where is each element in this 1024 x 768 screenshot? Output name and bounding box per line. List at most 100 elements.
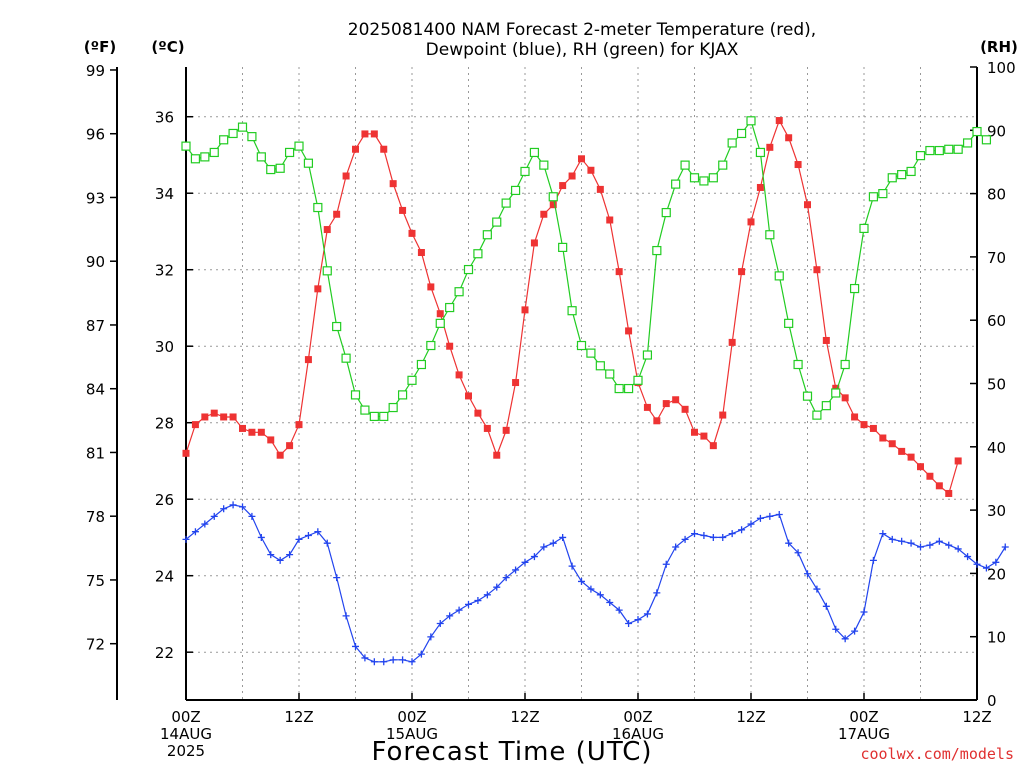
rh-point [294,141,304,151]
rh-point [859,223,869,234]
celsius-tick-label: 34 [155,185,174,203]
temperature-point [521,306,529,314]
temperature-point [672,396,680,404]
dewpoint-point [521,558,529,566]
data-series [181,116,1009,666]
rh-point [539,160,549,170]
rh-point [576,340,587,351]
dewpoint-point [361,654,369,662]
rh-point [633,375,643,385]
rh-point [727,138,737,148]
temperature-point [465,392,472,400]
temperature-point [869,424,877,432]
rh-tick-label: 100 [987,59,1016,77]
dewpoint-point [304,532,312,540]
x-tick-label: 12Z [736,708,765,726]
rh-point [397,390,408,400]
dewpoint-point [587,585,595,593]
dewpoint-point [719,533,727,541]
temperature-point [568,172,576,180]
temperature-point [191,421,199,429]
series-dewpoint [182,501,1009,666]
dewpoint-point [210,512,218,520]
rh-point [605,369,615,379]
temperature-point [530,239,538,247]
dewpoint-point [408,658,416,666]
fahrenheit-tick-label: 99 [86,62,105,80]
dewpoint-point [286,551,294,559]
temperature-point [380,145,388,153]
rh-point [849,283,860,294]
rh-point [623,383,634,394]
rh-point [821,401,831,411]
rh-point [426,340,436,351]
fahrenheit-tick-label: 78 [86,508,105,526]
fahrenheit-tick-label: 96 [86,126,105,144]
temperature-point [502,426,510,434]
temperature-point [314,285,322,293]
rh-point [755,147,766,158]
dewpoint-point [728,530,736,538]
rh-point [501,198,511,208]
rh-point [313,202,323,213]
rh-point [369,411,379,422]
temperature-point [474,409,482,417]
temperature-point [813,266,821,274]
dewpoint-point [992,558,1000,566]
chart-title: 2025081400 NAM Forecast 2-meter Temperat… [348,20,816,60]
dewpoint-point [907,539,915,547]
temperature-point [917,463,924,471]
dewpoint-point [512,566,520,574]
temperature-point [832,384,840,392]
dewpoint-point [662,560,670,568]
dewpoint-point [436,620,444,628]
rh-point [793,359,803,370]
dewpoint-point [794,549,802,557]
dewpoint-point [804,570,811,578]
dewpoint-point [248,512,256,520]
dewpoint-point [625,620,633,628]
dewpoint-point [389,656,397,664]
dewpoint-point [898,537,906,545]
temperature-point [239,424,246,432]
temperature-point [615,268,623,276]
rh-point [915,151,926,161]
dewpoint-point [182,535,190,543]
dewpoint-point [239,503,246,511]
rh-point [567,306,577,316]
temperature-point [785,134,793,142]
rh-point [972,126,982,137]
rh-point [332,321,342,332]
temperature-point [512,379,520,387]
x-tick-label: 12Z [284,708,313,726]
dewpoint-point [841,635,849,643]
temperature-point [794,161,802,169]
dewpoint-point [747,520,755,528]
rh-point [802,391,813,401]
temperature-point [276,451,284,459]
rh-point [934,145,944,156]
temperature-point [709,442,717,450]
temperature-point [691,428,698,436]
fahrenheit-tick-label: 90 [86,253,105,271]
credit-text: coolwx.com/models [860,745,1014,763]
x-axis-label: Forecast Time (UTC) [371,737,652,767]
temperature-point [483,424,491,432]
dewpoint-point [869,556,877,564]
rh-point [765,230,775,240]
series-rh [181,116,992,422]
dewpoint-point [832,625,840,633]
dewpoint-point [691,530,698,538]
dewpoint-point [559,533,567,541]
dewpoint-point [201,520,209,528]
temperature-point [662,400,670,408]
rh-point [595,361,605,371]
dewpoint-point [446,612,454,620]
fahrenheit-tick-label: 75 [86,572,105,590]
fahrenheit-tick-label: 72 [86,636,105,654]
rh-point [736,128,747,139]
temperature-point [182,449,190,457]
rh-tick-label: 10 [987,629,1006,647]
temperature-point [700,432,708,440]
temperature-point [756,183,764,191]
